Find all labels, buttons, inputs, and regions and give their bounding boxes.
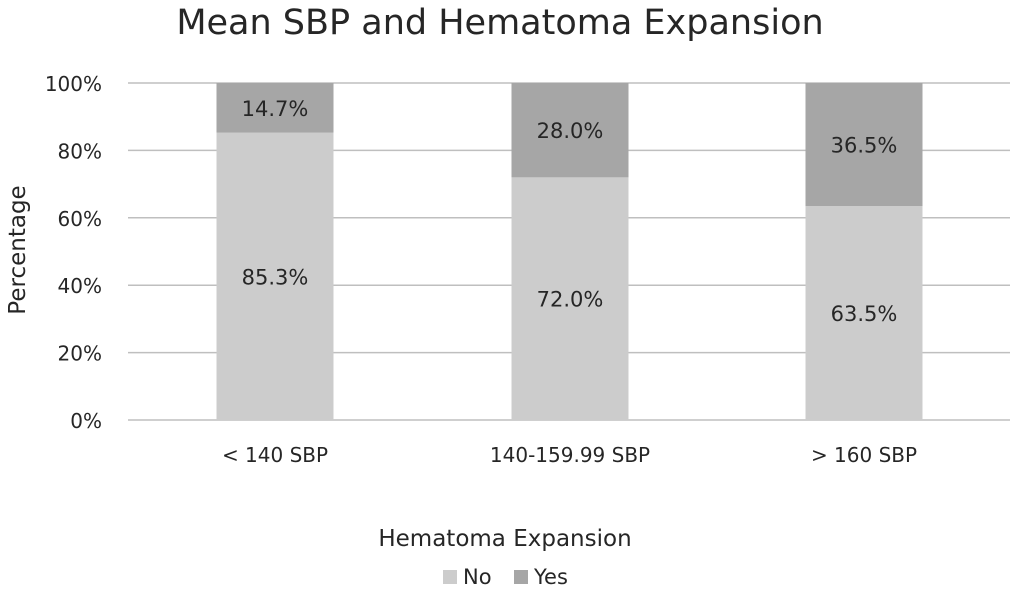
- data-label: 14.7%: [242, 97, 309, 121]
- legend-label: No: [463, 565, 492, 589]
- legend-label: Yes: [533, 565, 568, 589]
- y-tick-label: 40%: [58, 274, 102, 298]
- data-label: 36.5%: [831, 134, 898, 158]
- data-label: 63.5%: [831, 302, 898, 326]
- bars: [216, 83, 923, 420]
- bar-no-1: [216, 132, 334, 420]
- y-tick-label: 20%: [58, 342, 102, 366]
- x-tick-label: > 160 SBP: [811, 443, 917, 467]
- data-label: 28.0%: [537, 119, 604, 143]
- y-tick-label: 0%: [70, 409, 102, 433]
- data-labels: 85.3% 14.7% 72.0% 28.0% 63.5% 36.5%: [242, 97, 898, 326]
- x-axis-ticks: < 140 SBP 140-159.99 SBP > 160 SBP: [222, 443, 917, 467]
- bar-no-3: [805, 206, 923, 420]
- bar-yes-2: [511, 83, 629, 178]
- legend: No Yes: [443, 565, 568, 589]
- x-tick-label: 140-159.99 SBP: [490, 443, 650, 467]
- data-label: 72.0%: [537, 288, 604, 312]
- x-tick-label: < 140 SBP: [222, 443, 328, 467]
- y-axis-label: Percentage: [5, 185, 31, 314]
- data-label: 85.3%: [242, 265, 309, 289]
- y-tick-label: 80%: [58, 139, 102, 163]
- y-tick-label: 60%: [58, 207, 102, 231]
- y-tick-label: 100%: [45, 72, 102, 96]
- legend-swatch-no: [443, 570, 457, 584]
- bar-yes-1: [216, 83, 334, 133]
- y-axis-ticks: 0% 20% 40% 60% 80% 100%: [45, 72, 102, 433]
- legend-swatch-yes: [514, 570, 528, 584]
- bar-yes-3: [805, 83, 923, 207]
- bar-no-2: [511, 177, 629, 420]
- legend-title: Hematoma Expansion: [378, 526, 631, 552]
- chart-title: Mean SBP and Hematoma Expansion: [176, 3, 823, 43]
